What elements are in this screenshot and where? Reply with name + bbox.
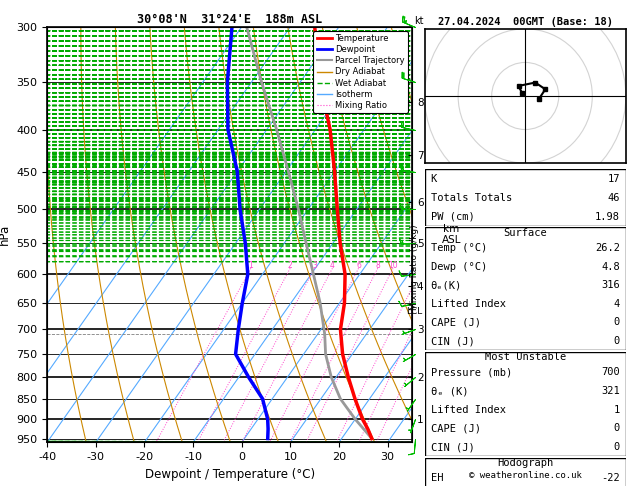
Text: 321: 321 bbox=[601, 386, 620, 396]
Title: 30°08'N  31°24'E  188m ASL: 30°08'N 31°24'E 188m ASL bbox=[137, 13, 322, 26]
Text: θₑ (K): θₑ (K) bbox=[431, 386, 468, 396]
Text: Totals Totals: Totals Totals bbox=[431, 192, 512, 203]
Bar bbox=[425, 458, 626, 486]
Text: Dewp (°C): Dewp (°C) bbox=[431, 261, 487, 272]
Y-axis label: km
ASL: km ASL bbox=[442, 224, 461, 245]
Text: CAPE (J): CAPE (J) bbox=[431, 423, 481, 434]
Text: Lifted Index: Lifted Index bbox=[431, 405, 506, 415]
Y-axis label: hPa: hPa bbox=[0, 224, 11, 245]
Bar bbox=[425, 169, 626, 226]
Bar bbox=[425, 352, 626, 456]
Text: Lifted Index: Lifted Index bbox=[431, 299, 506, 309]
Text: 6: 6 bbox=[356, 261, 361, 270]
Text: 4: 4 bbox=[613, 299, 620, 309]
Text: Most Unstable: Most Unstable bbox=[484, 352, 566, 363]
Text: 27.04.2024  00GMT (Base: 18): 27.04.2024 00GMT (Base: 18) bbox=[438, 17, 613, 27]
Text: kt: kt bbox=[415, 16, 424, 26]
Text: CAPE (J): CAPE (J) bbox=[431, 317, 481, 328]
Text: 4: 4 bbox=[330, 261, 335, 270]
Text: Temp (°C): Temp (°C) bbox=[431, 243, 487, 253]
Text: CIN (J): CIN (J) bbox=[431, 336, 474, 346]
Text: 1.98: 1.98 bbox=[595, 211, 620, 222]
Text: 0: 0 bbox=[613, 442, 620, 452]
Text: 26.2: 26.2 bbox=[595, 243, 620, 253]
Text: 2: 2 bbox=[288, 261, 292, 270]
Text: 17: 17 bbox=[608, 174, 620, 184]
Text: Surface: Surface bbox=[503, 228, 547, 238]
Text: 1: 1 bbox=[248, 261, 253, 270]
Text: θₑ(K): θₑ(K) bbox=[431, 280, 462, 290]
X-axis label: Dewpoint / Temperature (°C): Dewpoint / Temperature (°C) bbox=[145, 468, 314, 481]
Text: LCL: LCL bbox=[406, 307, 422, 315]
Text: 8: 8 bbox=[376, 261, 380, 270]
Bar bbox=[425, 227, 626, 350]
Text: 46: 46 bbox=[608, 192, 620, 203]
Legend: Temperature, Dewpoint, Parcel Trajectory, Dry Adiabat, Wet Adiabat, Isotherm, Mi: Temperature, Dewpoint, Parcel Trajectory… bbox=[313, 31, 408, 113]
Text: CIN (J): CIN (J) bbox=[431, 442, 474, 452]
Text: 4.8: 4.8 bbox=[601, 261, 620, 272]
Text: 10: 10 bbox=[388, 261, 398, 270]
Text: 3: 3 bbox=[312, 261, 317, 270]
Text: 0: 0 bbox=[613, 317, 620, 328]
Text: PW (cm): PW (cm) bbox=[431, 211, 474, 222]
Text: 316: 316 bbox=[601, 280, 620, 290]
Text: 0: 0 bbox=[613, 336, 620, 346]
Text: K: K bbox=[431, 174, 437, 184]
Text: -22: -22 bbox=[601, 473, 620, 484]
Text: 1: 1 bbox=[613, 405, 620, 415]
Text: Pressure (mb): Pressure (mb) bbox=[431, 367, 512, 378]
Text: 700: 700 bbox=[601, 367, 620, 378]
Text: EH: EH bbox=[431, 473, 443, 484]
Text: 0: 0 bbox=[613, 423, 620, 434]
Text: © weatheronline.co.uk: © weatheronline.co.uk bbox=[469, 471, 582, 480]
Text: Hodograph: Hodograph bbox=[497, 458, 554, 469]
Text: Mixing Ratio (g/kg): Mixing Ratio (g/kg) bbox=[410, 225, 419, 310]
